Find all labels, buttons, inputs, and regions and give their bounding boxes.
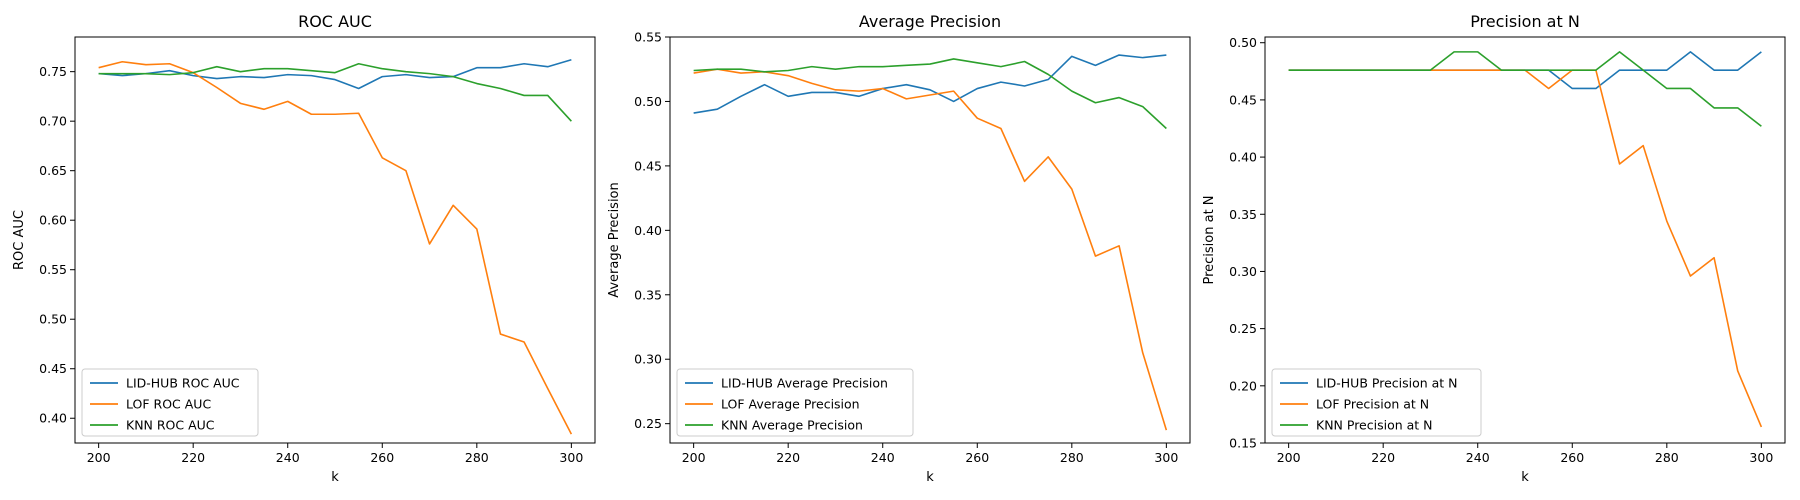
legend-entry: LID-HUB Precision at N [1316, 376, 1458, 391]
y-tick-label: 0.25 [1229, 321, 1257, 336]
y-tick-label: 0.15 [1229, 436, 1257, 451]
x-tick-label: 240 [276, 450, 300, 465]
y-tick-label: 0.25 [634, 416, 662, 431]
y-tick-label: 0.40 [634, 223, 662, 238]
x-tick-label: 260 [1560, 450, 1584, 465]
legend-entry: LID-HUB ROC AUC [126, 376, 240, 391]
legend: LID-HUB Average Precision LOF Average Pre… [676, 368, 914, 437]
chart-title: ROC AUC [298, 12, 372, 31]
legend-entry: LID-HUB Average Precision [721, 376, 888, 391]
legend-entry: KNN Precision at N [1316, 418, 1433, 433]
series-line [693, 54, 1167, 114]
y-tick-label: 0.45 [634, 158, 662, 173]
y-tick-label: 0.35 [1229, 207, 1257, 222]
x-tick-label: 220 [1371, 450, 1395, 465]
x-tick-label: 240 [1466, 450, 1490, 465]
y-tick-label: 0.45 [39, 361, 67, 376]
x-tick-label: 280 [1060, 450, 1084, 465]
x-tick-label: 280 [1655, 450, 1679, 465]
y-axis-label: ROC AUC [12, 210, 27, 270]
y-tick-label: 0.75 [39, 64, 67, 79]
y-tick-label: 0.50 [1229, 35, 1257, 50]
y-tick-label: 0.20 [1229, 378, 1257, 393]
x-tick-label: 200 [1277, 450, 1301, 465]
x-tick-label: 200 [87, 450, 111, 465]
series-line [98, 59, 572, 90]
series-line [693, 58, 1167, 130]
legend-box [1271, 368, 1482, 437]
y-tick-label: 0.50 [39, 312, 67, 327]
chart-title: Average Precision [859, 12, 1001, 31]
series-line [1288, 51, 1762, 127]
y-tick-label: 0.70 [39, 114, 67, 129]
y-tick-label: 0.35 [634, 287, 662, 302]
x-tick-label: 300 [559, 450, 583, 465]
x-axis-label: k [926, 470, 934, 485]
y-tick-label: 0.60 [39, 213, 67, 228]
y-tick-label: 0.45 [1229, 92, 1257, 107]
y-tick-label: 0.30 [634, 352, 662, 367]
x-tick-label: 260 [370, 450, 394, 465]
y-tick-label: 0.55 [634, 30, 662, 45]
legend: LID-HUB ROC AUC LOF ROC AUC KNN ROC AUC [81, 368, 259, 437]
x-tick-label: 220 [776, 450, 800, 465]
x-tick-label: 240 [871, 450, 895, 465]
x-tick-label: 300 [1749, 450, 1773, 465]
axes-frame [1264, 36, 1786, 444]
x-tick-label: 280 [465, 450, 489, 465]
y-axis-label: Precision at N [1202, 195, 1217, 284]
x-tick-label: 220 [181, 450, 205, 465]
legend-box [81, 368, 259, 437]
chart-panel: 200 220 240 260 280 300 0.15 0.20 0.25 0.30 0.35 0.… [1202, 12, 1786, 485]
y-tick-label: 0.40 [1229, 150, 1257, 165]
y-tick-label: 0.65 [39, 163, 67, 178]
legend-entry: LOF Precision at N [1316, 397, 1429, 412]
x-tick-label: 300 [1154, 450, 1178, 465]
chart-panel: 200 220 240 260 280 300 0.40 0.45 0.50 0.55 0.60 0.… [12, 12, 596, 485]
chart-panel: 200 220 240 260 280 300 0.25 0.30 0.35 0.40 0.45 0.… [607, 12, 1191, 485]
y-tick-label: 0.40 [39, 411, 67, 426]
legend-entry: KNN ROC AUC [126, 418, 215, 433]
y-tick-label: 0.55 [39, 262, 67, 277]
x-axis-label: k [1521, 470, 1529, 485]
axes-frame [669, 36, 1191, 444]
legend-entry: LOF ROC AUC [126, 397, 211, 412]
y-tick-label: 0.30 [1229, 264, 1257, 279]
legend-entry: KNN Average Precision [721, 418, 863, 433]
y-tick-label: 0.50 [634, 94, 662, 109]
chart-title: Precision at N [1470, 12, 1580, 31]
x-tick-label: 260 [965, 450, 989, 465]
legend: LID-HUB Precision at N LOF Precision at N… [1271, 368, 1482, 437]
x-axis-label: k [331, 470, 339, 485]
series-line [98, 60, 573, 435]
axes-frame [74, 36, 596, 444]
series-line [693, 68, 1168, 431]
legend-box [676, 368, 914, 437]
y-axis-label: Average Precision [607, 182, 622, 298]
x-tick-label: 200 [682, 450, 706, 465]
legend-entry: LOF Average Precision [721, 397, 860, 412]
series-line [98, 62, 572, 122]
